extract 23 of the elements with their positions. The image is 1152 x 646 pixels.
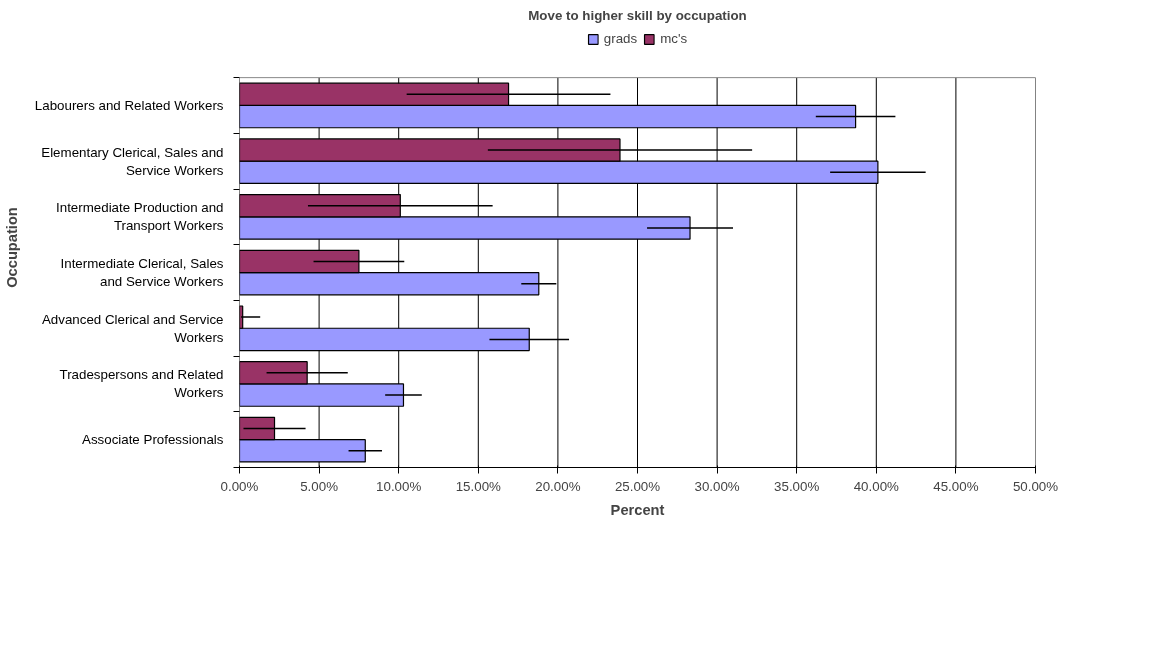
y-tick-label: Labourers and Related Workers	[34, 97, 224, 113]
legend-label: mc's	[660, 31, 688, 46]
x-tick-label: 40.00%	[853, 478, 900, 494]
x-tick-label: 0.00%	[220, 478, 259, 494]
y-axis-title: Occupation	[3, 207, 20, 288]
x-tick-label: 5.00%	[300, 478, 339, 494]
x-axis-title: Percent	[610, 501, 665, 518]
x-tick-label: 15.00%	[455, 478, 502, 494]
x-tick-label: 10.00%	[376, 478, 422, 494]
x-tick-label: 25.00%	[614, 478, 661, 494]
y-tick-label: Tradespersons and Related Workers	[59, 367, 224, 401]
y-tick-label: Intermediate Clerical, Sales and Service Workers	[60, 256, 224, 290]
x-tick-label: 45.00%	[933, 478, 979, 494]
x-tick-label: 20.00%	[535, 478, 581, 494]
x-tick-label: 35.00%	[774, 478, 820, 494]
y-tick-label: Advanced Clerical and Service Workers	[42, 311, 224, 345]
y-tick-label: Intermediate Production and Transport Workers	[56, 200, 224, 234]
legend-label: grads	[603, 31, 638, 46]
y-tick-label: Associate Professionals	[82, 432, 224, 448]
x-tick-label: 30.00%	[694, 478, 740, 494]
chart-title: Move to higher skill by occupation	[528, 7, 747, 23]
x-tick-label: 50.00%	[1012, 478, 1059, 494]
y-tick-label: Elementary Clerical, Sales and Service Workers	[41, 144, 224, 178]
